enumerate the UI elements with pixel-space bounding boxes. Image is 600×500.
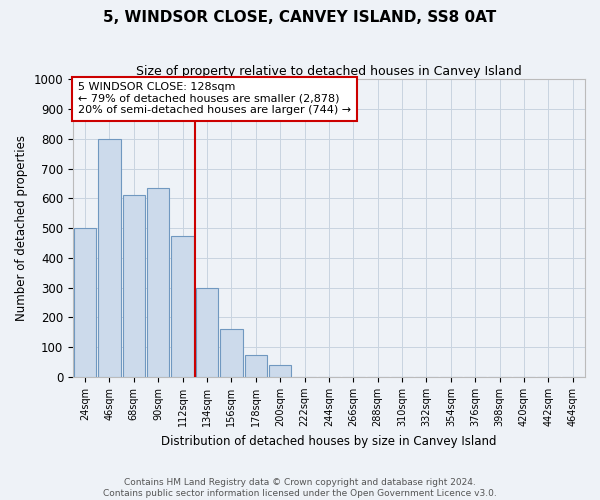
Bar xyxy=(196,288,218,377)
Bar xyxy=(220,330,242,377)
Text: 5, WINDSOR CLOSE, CANVEY ISLAND, SS8 0AT: 5, WINDSOR CLOSE, CANVEY ISLAND, SS8 0AT xyxy=(103,10,497,25)
Text: 5 WINDSOR CLOSE: 128sqm
← 79% of detached houses are smaller (2,878)
20% of semi: 5 WINDSOR CLOSE: 128sqm ← 79% of detache… xyxy=(78,82,351,116)
Bar xyxy=(74,228,97,377)
Text: Contains HM Land Registry data © Crown copyright and database right 2024.
Contai: Contains HM Land Registry data © Crown c… xyxy=(103,478,497,498)
Bar xyxy=(147,188,169,377)
Bar xyxy=(98,138,121,377)
Bar xyxy=(172,236,194,377)
Title: Size of property relative to detached houses in Canvey Island: Size of property relative to detached ho… xyxy=(136,65,522,78)
X-axis label: Distribution of detached houses by size in Canvey Island: Distribution of detached houses by size … xyxy=(161,434,497,448)
Bar xyxy=(245,354,267,377)
Bar xyxy=(269,365,292,377)
Bar xyxy=(122,196,145,377)
Y-axis label: Number of detached properties: Number of detached properties xyxy=(15,135,28,321)
